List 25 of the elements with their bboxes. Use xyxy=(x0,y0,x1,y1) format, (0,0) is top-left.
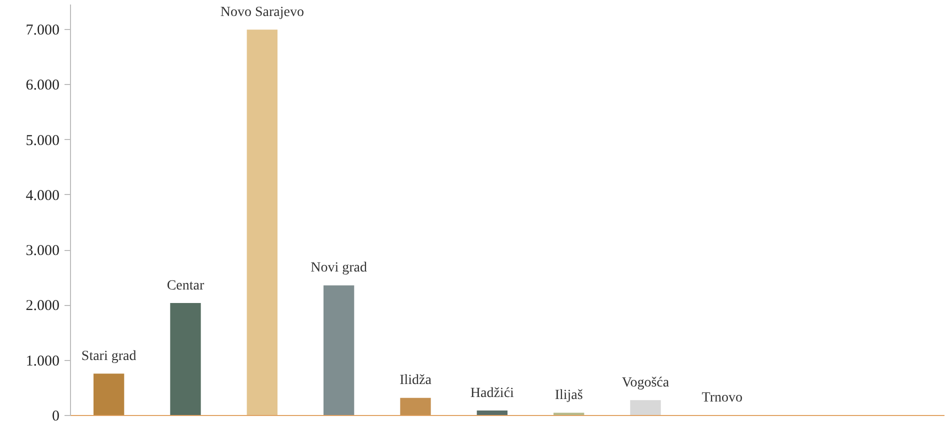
bar xyxy=(94,374,124,416)
y-tick-label: 3.000 xyxy=(26,243,60,260)
x-tick-label: Novo Sarajevo xyxy=(220,4,304,20)
y-tick-label: 7.000 xyxy=(26,22,60,39)
bar xyxy=(170,303,201,416)
x-tick-label: Stari grad xyxy=(81,348,136,364)
y-tick-label: 5.000 xyxy=(26,132,60,149)
y-tick-label: 2.000 xyxy=(26,298,60,314)
x-tick-label: Centar xyxy=(166,278,204,294)
x-tick-label: Trnovo xyxy=(702,390,743,406)
x-tick-label: Ilidža xyxy=(400,373,432,388)
bar xyxy=(630,400,661,416)
bar xyxy=(324,285,354,416)
y-tick-label: 0 xyxy=(52,408,60,423)
y-tick-label: 4.000 xyxy=(26,188,60,204)
x-tick-label: Novi grad xyxy=(310,260,368,276)
bar xyxy=(400,398,431,416)
x-tick-label: Ilijaš xyxy=(554,388,584,404)
bar xyxy=(476,410,508,416)
y-tick-label: 6.000 xyxy=(26,78,60,94)
x-tick-label: Vogošća xyxy=(622,375,670,390)
y-tick-label: 1.000 xyxy=(26,353,60,370)
bar xyxy=(554,412,584,416)
bar xyxy=(246,30,278,416)
x-tick-label: Hadžići xyxy=(470,386,514,401)
